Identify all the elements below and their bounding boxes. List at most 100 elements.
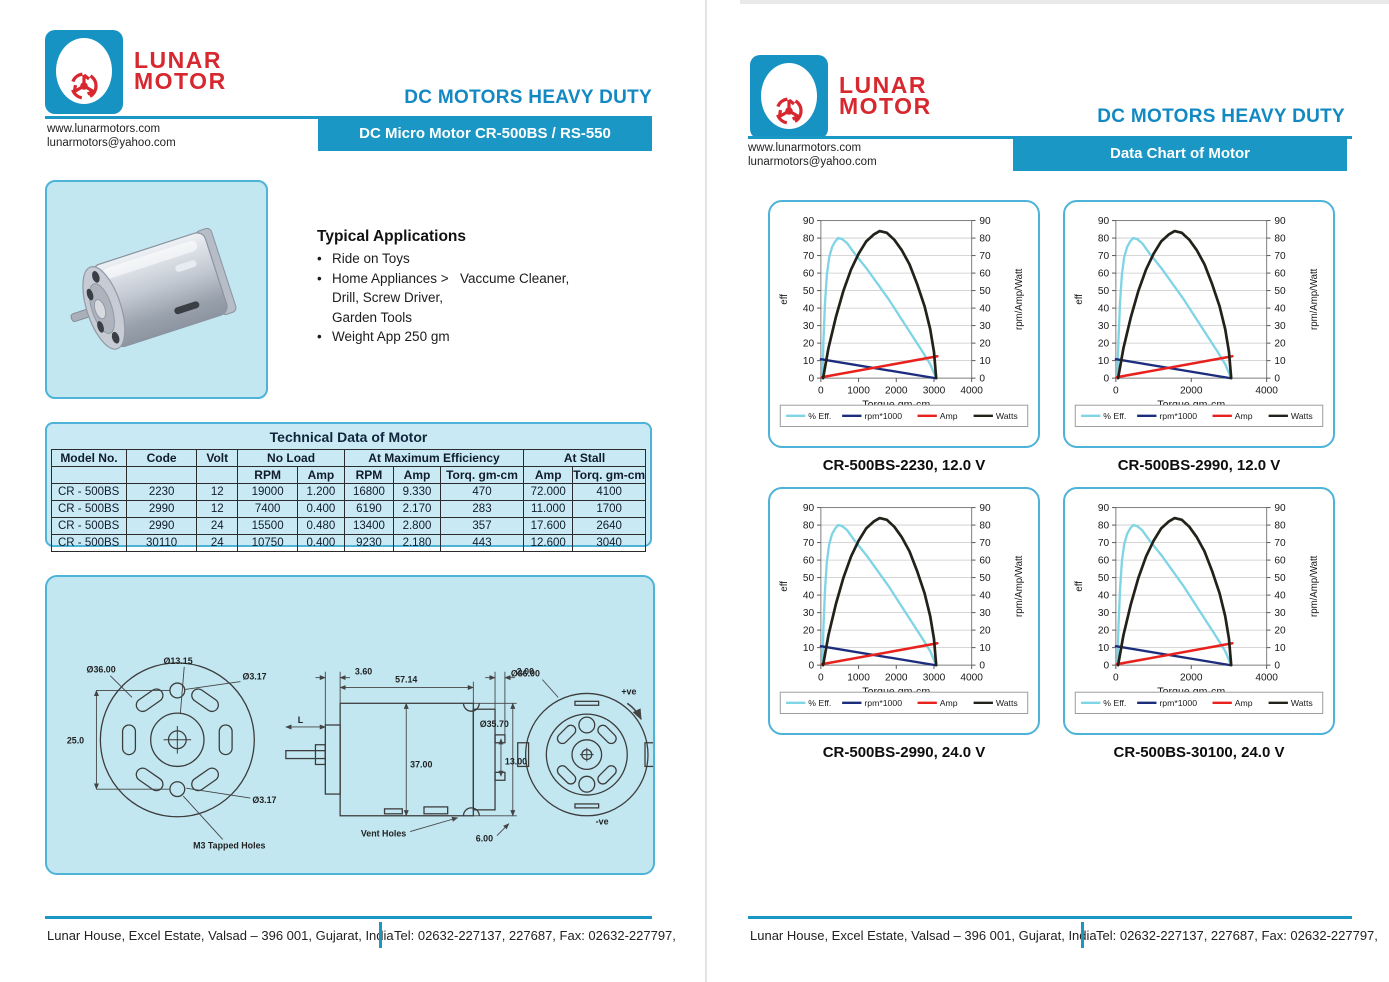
- drawing-dimension-label: L: [298, 715, 304, 725]
- table-subheader-cell: [125, 466, 198, 484]
- svg-text:rpm/Amp/Watt: rpm/Amp/Watt: [1014, 555, 1025, 617]
- svg-text:80: 80: [1274, 233, 1286, 244]
- application-item: Drill, Screw Driver,: [332, 290, 444, 305]
- svg-text:Amp: Amp: [1235, 411, 1253, 421]
- svg-text:0: 0: [818, 386, 824, 397]
- svg-text:90: 90: [1274, 503, 1286, 514]
- table-cell: 6190: [343, 500, 395, 518]
- svg-text:60: 60: [979, 555, 991, 566]
- svg-text:4000: 4000: [1255, 673, 1278, 684]
- footer-divider: [1081, 922, 1084, 948]
- svg-text:3000: 3000: [923, 386, 946, 397]
- svg-text:10: 10: [1274, 356, 1286, 367]
- svg-text:10: 10: [979, 356, 991, 367]
- application-item: • Ride on Toys: [317, 251, 410, 266]
- table-cell: 0.400: [297, 534, 345, 552]
- svg-text:eff: eff: [779, 294, 790, 305]
- contact-links: www.lunarmotors.com lunarmotors@yahoo.co…: [748, 141, 877, 169]
- svg-text:50: 50: [1098, 286, 1110, 297]
- svg-text:Amp: Amp: [940, 411, 958, 421]
- svg-text:30: 30: [1274, 321, 1286, 332]
- svg-text:50: 50: [1274, 573, 1286, 584]
- table-cell: 24: [196, 534, 239, 552]
- application-item: • Weight App 250 gm: [317, 329, 450, 344]
- table-cell: 13400: [343, 517, 395, 535]
- svg-text:70: 70: [1274, 251, 1286, 262]
- footer-address: Lunar House, Excel Estate, Valsad – 396 …: [47, 928, 394, 943]
- svg-text:90: 90: [803, 503, 815, 514]
- svg-text:40: 40: [1098, 303, 1110, 314]
- svg-text:Amp: Amp: [940, 698, 958, 708]
- table-subheader-cell: [51, 466, 127, 484]
- svg-text:eff: eff: [1074, 294, 1085, 305]
- table-body: CR - 500BS 2230 12 19000 1.200 16800 9.330 470 7…: [51, 483, 646, 552]
- svg-text:90: 90: [1098, 503, 1110, 514]
- svg-text:20: 20: [1274, 339, 1286, 350]
- svg-text:50: 50: [1274, 286, 1286, 297]
- table-cell: 12: [196, 500, 239, 518]
- drawing-dimension-label: Ø36.00: [511, 669, 540, 679]
- svg-text:70: 70: [1274, 538, 1286, 549]
- svg-text:80: 80: [979, 233, 991, 244]
- product-photo-panel: [45, 180, 268, 399]
- table-cell: 2230: [125, 483, 198, 501]
- drawing-dimension-label: 57.14: [395, 675, 417, 685]
- svg-text:4000: 4000: [960, 386, 983, 397]
- table-cell: 2990: [125, 517, 198, 535]
- table-cell: 2.180: [393, 534, 441, 552]
- drawing-dimension-label: 2.00: [517, 667, 534, 677]
- svg-text:70: 70: [803, 251, 815, 262]
- svg-text:40: 40: [1274, 590, 1286, 601]
- svg-text:40: 40: [979, 590, 991, 601]
- svg-text:10: 10: [803, 356, 815, 367]
- svg-text:10: 10: [1098, 356, 1110, 367]
- svg-text:0: 0: [808, 374, 814, 385]
- svg-text:20: 20: [1098, 626, 1110, 637]
- svg-text:60: 60: [1098, 268, 1110, 279]
- svg-text:60: 60: [1098, 555, 1110, 566]
- drawing-dimension-label: M3 Tapped Holes: [193, 840, 265, 850]
- table-head: Model No. Code Volt No Load At Maximum Effic…: [51, 449, 646, 484]
- email-link: lunarmotors@yahoo.com: [748, 156, 877, 168]
- svg-text:70: 70: [979, 538, 991, 549]
- table-cell: 2990: [125, 500, 198, 518]
- drawing-dimension-label: Ø3.17: [252, 795, 276, 805]
- table-cell: 19000: [237, 483, 298, 501]
- technical-drawing: Ø36.00 Ø13.15 Ø3.17 25.0 Ø3.17 M3 Tapped Hole…: [67, 656, 657, 850]
- table-header-cell: Model No.: [51, 449, 127, 467]
- svg-text:30: 30: [803, 321, 815, 332]
- table-subheader-cell: Torq. gm-cm: [439, 466, 525, 484]
- table-cell: 1700: [572, 500, 646, 518]
- svg-text:0: 0: [1103, 374, 1109, 385]
- drawing-dimension-label: Ø35.70: [480, 719, 509, 729]
- drawing-dimension-label: Ø36.00: [87, 665, 116, 675]
- chart-caption: CR-500BS-2230, 12.0 V: [822, 457, 986, 474]
- table-cell: 1.200: [297, 483, 345, 501]
- brand-line2: MOTOR: [134, 68, 227, 94]
- svg-text:50: 50: [979, 286, 991, 297]
- table-cell: CR - 500BS: [51, 517, 127, 535]
- table-cell: 4100: [572, 483, 646, 501]
- drawing-dimension-label: 3.60: [355, 667, 372, 677]
- table-cell: 443: [439, 534, 525, 552]
- drawing-dimension-label: 37.00: [410, 759, 432, 769]
- typical-applications: Typical Applications • Ride on Toys • Home …: [317, 228, 652, 347]
- table-subheader-cell: RPM: [343, 466, 395, 484]
- table-cell: 283: [439, 500, 525, 518]
- brand-line1: LUNAR: [134, 47, 222, 73]
- svg-text:rpm*1000: rpm*1000: [1159, 411, 1197, 421]
- table-header-cell: No Load: [237, 449, 345, 467]
- website-link: www.lunarmotors.com: [47, 123, 161, 135]
- svg-text:20: 20: [803, 626, 815, 637]
- table-cell: 0.480: [297, 517, 345, 535]
- svg-text:30: 30: [1274, 608, 1286, 619]
- drawing-dimension-label: -ve: [596, 817, 609, 827]
- table-subheader-cell: Amp: [523, 466, 574, 484]
- svg-text:60: 60: [803, 268, 815, 279]
- table-cell: 357: [439, 517, 525, 535]
- svg-text:Watts: Watts: [1291, 411, 1314, 421]
- svg-text:0: 0: [818, 673, 824, 684]
- table-cell: 10750: [237, 534, 298, 552]
- table-cell: 2640: [572, 517, 646, 535]
